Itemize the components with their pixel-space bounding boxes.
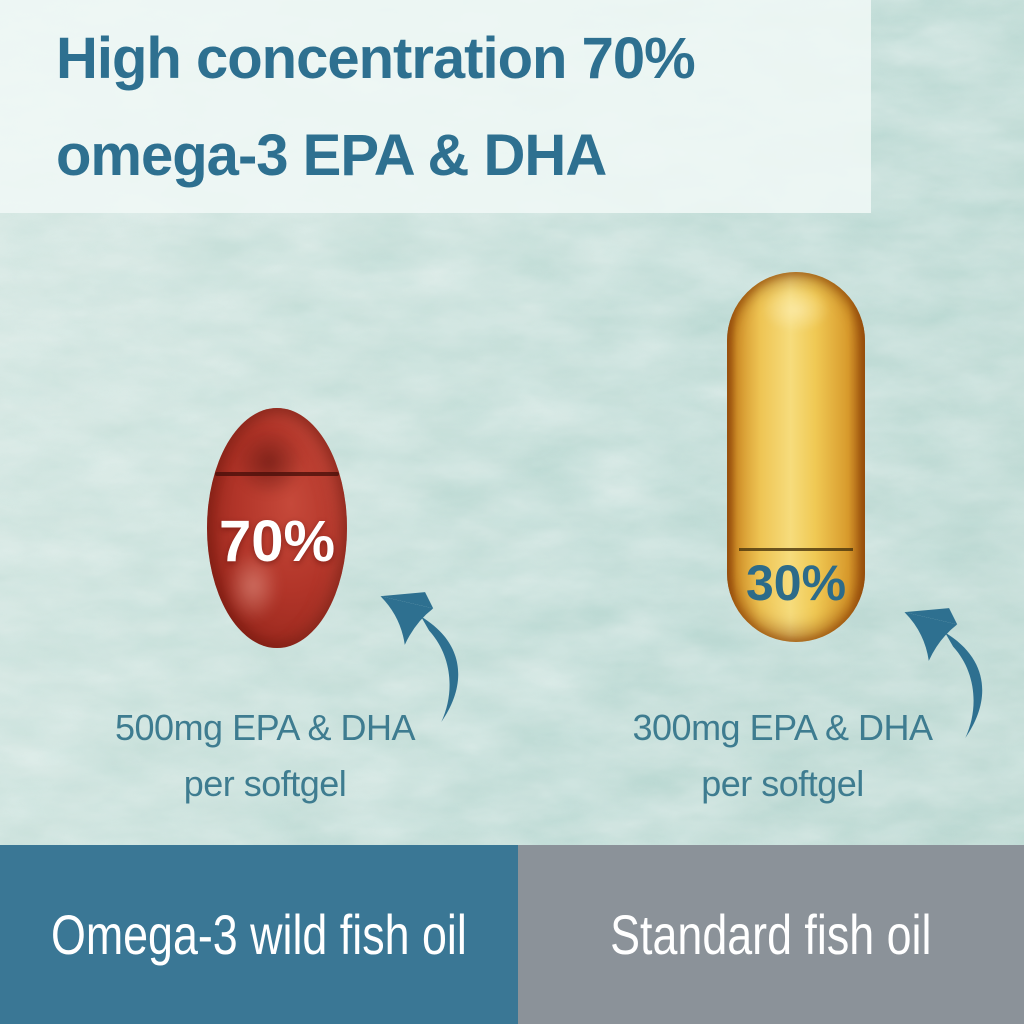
product-label-bar-left: Omega-3 wild fish oil xyxy=(0,845,518,1024)
capsule-seam-line xyxy=(215,472,339,476)
dosage-detail-left: 500mg EPA & DHA per softgel xyxy=(70,700,460,812)
capsule-light-sheen xyxy=(217,538,289,634)
percent-label-right: 30% xyxy=(745,555,847,611)
dosage-detail-right-line2: per softgel xyxy=(701,763,864,804)
product-label-bar-right: Standard fish oil xyxy=(518,845,1024,1024)
curved-arrow-right-icon xyxy=(898,600,990,742)
red-softgel-capsule: 70% xyxy=(207,408,347,648)
dosage-detail-left-line2: per softgel xyxy=(183,763,347,804)
capsule-fill-line xyxy=(739,548,853,551)
dosage-detail-left-line1: 500mg EPA & DHA xyxy=(115,707,415,748)
dosage-detail-right-line1: 300mg EPA & DHA xyxy=(632,707,933,748)
capsule-top-shine xyxy=(751,280,841,340)
header-title-line1: High concentration 70% xyxy=(56,26,696,91)
curved-arrow-left-icon xyxy=(374,584,466,726)
product-label-right: Standard fish oil xyxy=(610,903,932,966)
capsule-gloss-highlight xyxy=(221,414,317,510)
product-label-left: Omega-3 wild fish oil xyxy=(51,903,467,966)
header-panel: High concentration 70% omega-3 EPA & DHA xyxy=(0,0,871,213)
header-title-line2: omega-3 EPA & DHA xyxy=(56,123,607,188)
golden-softgel-capsule: 30% xyxy=(727,272,865,642)
dosage-detail-right: 300mg EPA & DHA per softgel xyxy=(590,700,975,812)
percent-label-left: 70% xyxy=(218,509,336,574)
